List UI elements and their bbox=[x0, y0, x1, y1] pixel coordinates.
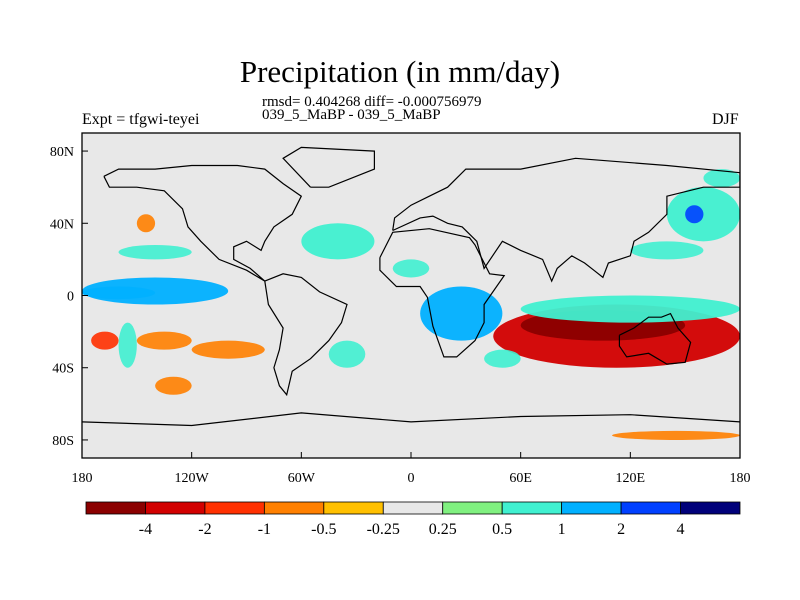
contour-patch-10 bbox=[484, 349, 521, 368]
y-axis: 80N 40N 0 40S 80S bbox=[50, 145, 88, 449]
contour-patch-4 bbox=[118, 244, 192, 260]
y-tick-label: 40N bbox=[50, 217, 74, 232]
contour-fills bbox=[82, 169, 740, 440]
colorbar-swatch bbox=[561, 501, 622, 515]
colorbar-swatch bbox=[263, 501, 325, 515]
contour-patch-2 bbox=[191, 340, 265, 359]
contour-patch-1 bbox=[136, 331, 192, 350]
contour-region-maritime-continent-band bbox=[520, 295, 740, 323]
coastline-greenland bbox=[282, 146, 375, 188]
contour-patch-14 bbox=[155, 376, 192, 395]
x-tick-label: 60W bbox=[288, 471, 316, 486]
colorbar: -4 -2 -1 -0.5 -0.25 0.25 0.5 1 2 4 bbox=[85, 501, 741, 538]
colorbar-label: 2 bbox=[617, 521, 625, 538]
x-tick-label: 180 bbox=[72, 471, 93, 486]
colorbar-swatch bbox=[323, 501, 384, 515]
contour-patch-8 bbox=[630, 241, 704, 260]
contour-region-north-pacific-positive bbox=[666, 187, 740, 242]
colorbar-label: 0.25 bbox=[429, 521, 457, 538]
colorbar-label: 0.5 bbox=[492, 521, 512, 538]
y-tick-label: 0 bbox=[67, 290, 74, 305]
coastline-africa bbox=[379, 228, 506, 358]
coastline-antarctica bbox=[82, 412, 740, 427]
x-tick-label: 0 bbox=[408, 471, 415, 486]
contour-patch-0 bbox=[118, 322, 137, 368]
contour-region-north-atlantic-positive bbox=[301, 223, 375, 260]
contour-patch-12 bbox=[703, 169, 740, 188]
y-tick-label: 80N bbox=[50, 145, 74, 160]
x-tick-label: 120W bbox=[175, 471, 210, 486]
colorbar-label: -2 bbox=[198, 521, 211, 538]
colorbar-swatch bbox=[680, 501, 741, 515]
x-tick-label: 120E bbox=[616, 471, 646, 486]
colorbar-swatch bbox=[620, 501, 681, 515]
colorbar-swatch bbox=[204, 501, 265, 515]
stats-line: rmsd= 0.404268 diff= -0.000756979 bbox=[262, 94, 482, 110]
colorbar-label: 1 bbox=[558, 521, 566, 538]
experiment-pair: 039_5_MaBP - 039_5_MaBP bbox=[262, 107, 441, 123]
coastline-south-america bbox=[264, 273, 348, 397]
colorbar-label: -4 bbox=[139, 521, 152, 538]
season-label: DJF bbox=[712, 111, 739, 128]
colorbar-swatch bbox=[442, 501, 503, 515]
coastline-eurasia bbox=[392, 157, 740, 283]
colorbar-label: -1 bbox=[258, 521, 271, 538]
y-tick-label: 40S bbox=[52, 362, 74, 377]
y-tick-label: 80S bbox=[52, 434, 74, 449]
coastline-north-america bbox=[103, 164, 303, 282]
contour-patch-5 bbox=[136, 214, 156, 233]
colorbar-label: 4 bbox=[677, 521, 685, 538]
colorbar-swatch bbox=[382, 501, 444, 515]
x-axis: 180 120W 60W 0 60E 120E 180 bbox=[72, 452, 751, 486]
colorbar-swatch bbox=[85, 501, 146, 515]
chart-title: Precipitation (in mm/day) bbox=[239, 54, 561, 89]
contour-patch-7 bbox=[392, 259, 430, 278]
colorbar-label: -0.5 bbox=[311, 521, 336, 538]
contour-patch-13 bbox=[612, 430, 740, 440]
contour-patch-11 bbox=[82, 286, 156, 300]
coastlines bbox=[82, 146, 740, 427]
contour-patch-9 bbox=[685, 205, 704, 224]
x-tick-label: 180 bbox=[730, 471, 751, 486]
colorbar-swatch bbox=[501, 501, 563, 515]
experiment-label: Expt = tfgwi-teyei bbox=[82, 111, 200, 128]
contour-patch-3 bbox=[91, 331, 119, 350]
colorbar-swatch bbox=[145, 501, 206, 515]
coastline-australia bbox=[618, 312, 692, 365]
contour-region-africa-positive bbox=[420, 286, 503, 341]
colorbar-label: -0.25 bbox=[367, 521, 400, 538]
x-tick-label: 60E bbox=[509, 471, 532, 486]
contour-patch-6 bbox=[328, 340, 366, 368]
